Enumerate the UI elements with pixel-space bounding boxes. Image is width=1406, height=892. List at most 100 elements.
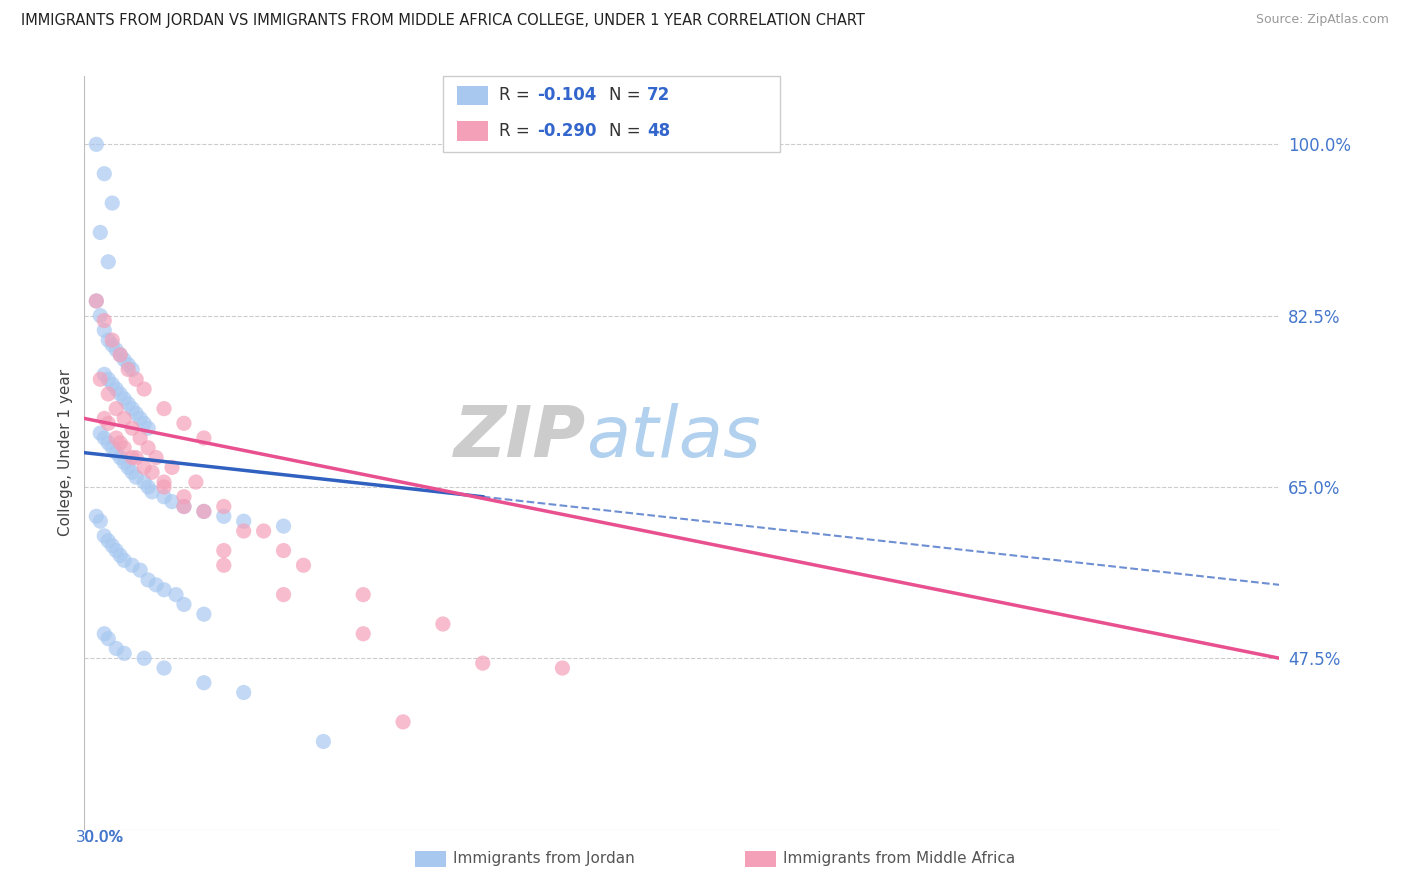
Text: Immigrants from Middle Africa: Immigrants from Middle Africa: [783, 851, 1015, 865]
Point: [136, 421, 159, 435]
Point: [432, 617, 454, 632]
Point: [352, 627, 374, 641]
Point: [173, 598, 195, 612]
Point: [129, 431, 152, 445]
Point: [86, 137, 108, 152]
Point: [132, 475, 156, 489]
Point: [232, 524, 254, 538]
Point: [129, 563, 152, 577]
Point: [125, 470, 148, 484]
Point: [110, 348, 132, 362]
Point: [97, 533, 120, 548]
Point: [253, 524, 276, 538]
Point: [97, 255, 120, 269]
Point: [232, 685, 254, 699]
Point: [97, 372, 120, 386]
Point: [273, 543, 295, 558]
Point: [153, 401, 176, 416]
Point: [125, 450, 148, 465]
Point: [112, 455, 135, 469]
Point: [121, 362, 143, 376]
Point: [121, 558, 143, 573]
Point: [93, 368, 115, 382]
Point: [101, 539, 124, 553]
Point: [153, 475, 176, 489]
Point: [112, 646, 135, 660]
Point: [86, 293, 108, 308]
Point: [193, 675, 215, 690]
Point: [93, 529, 115, 543]
Text: N =: N =: [609, 122, 645, 140]
Point: [112, 392, 135, 406]
Point: [141, 484, 163, 499]
Text: R =: R =: [499, 87, 536, 104]
Point: [110, 436, 132, 450]
Y-axis label: College, Under 1 year: College, Under 1 year: [58, 369, 73, 536]
Point: [273, 519, 295, 533]
Point: [97, 417, 120, 431]
Point: [173, 417, 195, 431]
Point: [105, 445, 128, 460]
Point: [97, 387, 120, 401]
Point: [105, 343, 128, 357]
Point: [193, 431, 215, 445]
Text: -0.104: -0.104: [537, 87, 596, 104]
Point: [89, 309, 111, 323]
Text: Source: ZipAtlas.com: Source: ZipAtlas.com: [1256, 13, 1389, 27]
Point: [173, 500, 195, 514]
Point: [153, 480, 176, 494]
Text: Immigrants from Jordan: Immigrants from Jordan: [453, 851, 634, 865]
Text: 0.0%: 0.0%: [84, 830, 124, 845]
Point: [93, 323, 115, 337]
Point: [121, 465, 143, 479]
Point: [112, 411, 135, 425]
Point: [212, 500, 235, 514]
Text: 48: 48: [647, 122, 669, 140]
Point: [153, 490, 176, 504]
Point: [392, 714, 415, 729]
Point: [160, 460, 183, 475]
Point: [105, 543, 128, 558]
Point: [193, 504, 215, 518]
Point: [153, 582, 176, 597]
Point: [101, 333, 124, 347]
Text: N =: N =: [609, 87, 645, 104]
Point: [121, 421, 143, 435]
Text: IMMIGRANTS FROM JORDAN VS IMMIGRANTS FROM MIDDLE AFRICA COLLEGE, UNDER 1 YEAR CO: IMMIGRANTS FROM JORDAN VS IMMIGRANTS FRO…: [21, 13, 865, 29]
Point: [145, 578, 167, 592]
Point: [86, 293, 108, 308]
Point: [105, 641, 128, 656]
Point: [93, 313, 115, 327]
Point: [129, 411, 152, 425]
Point: [141, 465, 163, 479]
Text: ZIP: ZIP: [454, 403, 586, 472]
Point: [101, 196, 124, 211]
Point: [173, 500, 195, 514]
Point: [232, 514, 254, 528]
Point: [112, 553, 135, 567]
Point: [273, 588, 295, 602]
Point: [121, 450, 143, 465]
Point: [93, 167, 115, 181]
Text: R =: R =: [499, 122, 536, 140]
Text: 72: 72: [647, 87, 671, 104]
Point: [132, 651, 156, 665]
Point: [125, 372, 148, 386]
Point: [132, 382, 156, 396]
Point: [93, 627, 115, 641]
Point: [110, 387, 132, 401]
Point: [136, 480, 159, 494]
Point: [117, 358, 139, 372]
Point: [112, 441, 135, 455]
Point: [212, 509, 235, 524]
Point: [101, 441, 124, 455]
Point: [173, 490, 195, 504]
Point: [193, 607, 215, 622]
Point: [110, 348, 132, 362]
Point: [93, 431, 115, 445]
Point: [117, 460, 139, 475]
Point: [136, 573, 159, 587]
Point: [117, 362, 139, 376]
Point: [86, 509, 108, 524]
Point: [105, 431, 128, 445]
